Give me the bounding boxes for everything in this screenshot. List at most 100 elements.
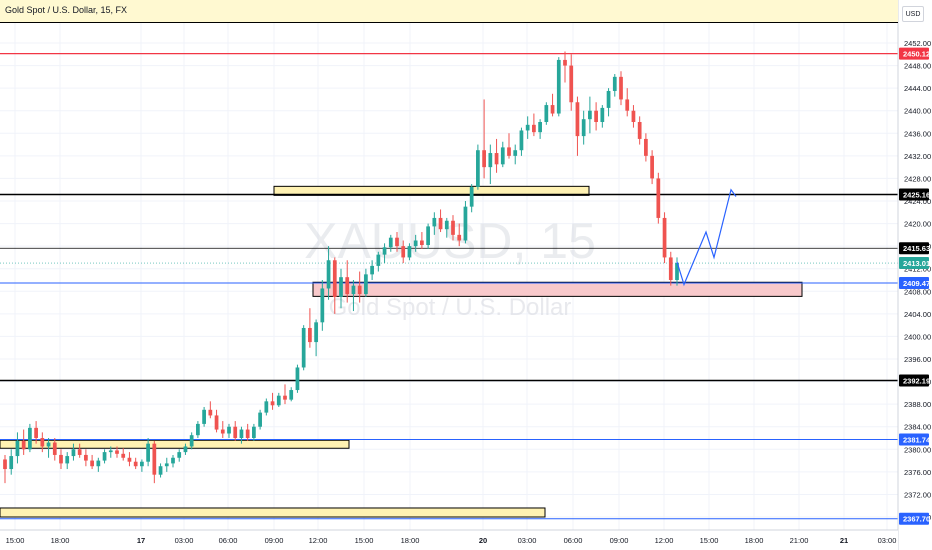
candle-body — [233, 426, 238, 439]
candle-body — [519, 130, 524, 151]
symbol-title: Gold Spot / U.S. Dollar, 15, FX — [5, 5, 128, 15]
price-label-text: 2413.01 — [903, 259, 930, 268]
candle-body — [370, 265, 374, 275]
zone-yellow — [273, 185, 590, 196]
candle-body — [77, 449, 82, 455]
candle-body — [289, 390, 294, 400]
candle-body — [538, 122, 542, 133]
candle-body — [227, 426, 231, 434]
time-tick-label: 18:00 — [51, 536, 70, 545]
time-tick-label: 03:00 — [175, 536, 194, 545]
candle-body — [146, 443, 150, 462]
time-tick-label: 17 — [137, 536, 145, 545]
candle-body — [476, 150, 480, 187]
price-tick-label: 2452.00 — [904, 39, 931, 48]
candle-body — [96, 460, 101, 467]
time-tick-label: 12:00 — [655, 536, 674, 545]
time-tick-label: 18:00 — [745, 536, 764, 545]
price-label-text: 2450.12 — [903, 50, 930, 59]
candle-body — [133, 461, 138, 467]
candle-body — [158, 466, 163, 475]
candle-body — [314, 322, 318, 343]
candle-body — [401, 246, 406, 258]
candle-body — [438, 217, 443, 230]
candle-body — [388, 237, 393, 248]
candle-body — [115, 450, 119, 454]
zone-pink — [312, 281, 803, 297]
price-label-text: 2409.47 — [903, 279, 930, 288]
candle-body — [152, 443, 157, 475]
candle-body — [569, 65, 574, 103]
candle-body — [270, 401, 275, 406]
candle-body — [413, 240, 418, 247]
zone-yellow — [0, 439, 350, 449]
candle-body — [140, 461, 144, 467]
candle-body — [34, 427, 38, 439]
candle-body — [339, 277, 343, 297]
projection-path — [676, 188, 737, 287]
price-label-badge — [899, 47, 929, 60]
candle-body — [239, 429, 244, 439]
currency-button[interactable]: USD — [902, 6, 924, 22]
candle-body — [662, 217, 667, 258]
candle-body — [245, 429, 250, 439]
time-tick-label: 15:00 — [6, 536, 25, 545]
candle-body — [463, 206, 468, 241]
candle-body — [432, 217, 437, 227]
candle-body — [102, 452, 107, 461]
candle-body — [3, 459, 7, 470]
price-label-badge — [899, 276, 929, 289]
candle-body — [525, 124, 530, 131]
candle-body — [650, 155, 654, 179]
candle-body — [295, 367, 300, 391]
price-label-text: 2392.19 — [903, 377, 930, 386]
candle-body — [276, 395, 281, 406]
candle-body — [444, 220, 449, 230]
candle-body — [395, 237, 399, 247]
candle-body — [189, 435, 194, 447]
candle-body — [507, 147, 511, 156]
price-tick-label: 2380.00 — [904, 445, 931, 454]
candle-body — [264, 401, 269, 413]
candle-body — [15, 440, 20, 457]
candle-body — [177, 452, 182, 458]
time-tick-label: 15:00 — [700, 536, 719, 545]
candle-body — [28, 427, 32, 450]
candle-body — [9, 456, 14, 470]
candle-body — [345, 277, 350, 295]
price-tick-label: 2376.00 — [904, 468, 931, 477]
candle-body — [488, 153, 493, 168]
price-tick-label: 2424.00 — [904, 197, 931, 206]
time-tick-label: 20 — [479, 536, 487, 545]
candle-body — [258, 412, 262, 427]
candle-body — [283, 395, 287, 400]
time-tick-label: 21 — [840, 536, 848, 545]
candle-body — [482, 150, 486, 168]
candle-body — [675, 263, 679, 281]
candle-body — [382, 247, 387, 255]
time-tick-label: 09:00 — [265, 536, 284, 545]
price-tick-label: 2436.00 — [904, 129, 931, 138]
candle-body — [612, 76, 617, 91]
candle-body — [376, 254, 381, 266]
candle-body — [220, 429, 225, 434]
candle-body — [84, 454, 88, 461]
candle-body — [500, 147, 505, 165]
candle-body — [457, 234, 462, 241]
price-label-badge — [899, 433, 929, 446]
candle-body — [532, 124, 536, 133]
candle-body — [252, 426, 256, 439]
candle-body — [40, 438, 45, 447]
candle-body — [183, 446, 188, 453]
candle-body — [214, 415, 219, 430]
price-label-badge — [899, 188, 929, 201]
candle-body — [332, 260, 337, 297]
price-tick-label: 2400.00 — [904, 332, 931, 341]
candle-body — [494, 153, 499, 165]
candle-body — [588, 110, 592, 120]
price-tick-label: 2440.00 — [904, 107, 931, 116]
zone-yellow — [0, 507, 546, 518]
